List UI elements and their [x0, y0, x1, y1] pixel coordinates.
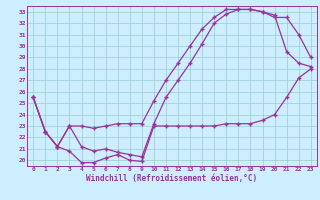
X-axis label: Windchill (Refroidissement éolien,°C): Windchill (Refroidissement éolien,°C) — [86, 174, 258, 183]
